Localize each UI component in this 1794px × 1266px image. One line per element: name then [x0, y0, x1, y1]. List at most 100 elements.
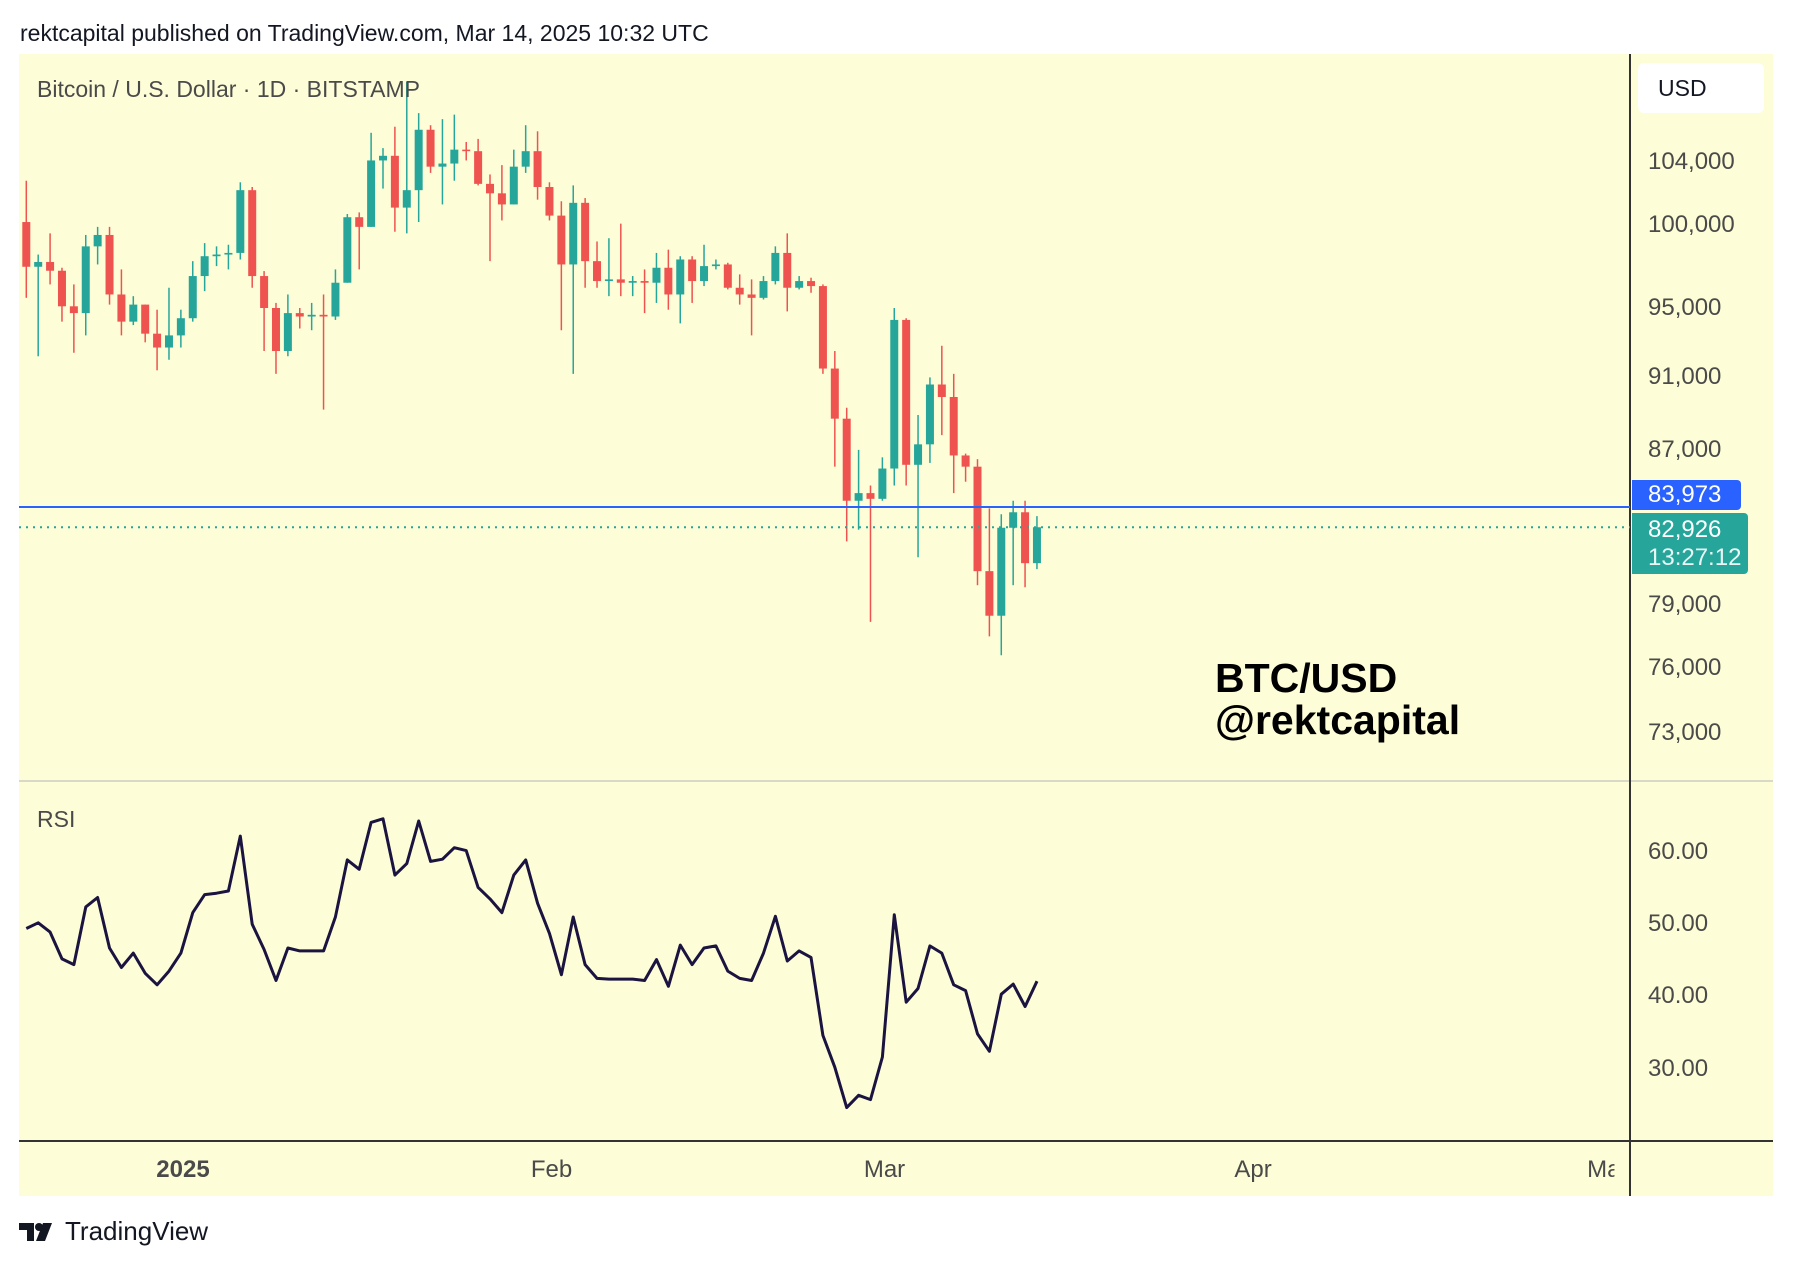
- candle: [402, 81, 411, 234]
- candle: [521, 125, 530, 173]
- candle-body: [462, 149, 471, 152]
- price-tick-label: 91,000: [1648, 363, 1722, 391]
- candle-body: [759, 281, 768, 298]
- candle: [937, 345, 946, 436]
- candle: [628, 276, 637, 297]
- candle-body: [93, 234, 102, 247]
- candle-body: [117, 294, 126, 322]
- candle: [640, 269, 649, 314]
- candle: [723, 262, 732, 290]
- rsi-line: [25, 817, 1039, 1110]
- price-tick-label: 95,000: [1648, 293, 1722, 321]
- candle-body: [379, 155, 387, 161]
- candle: [569, 185, 578, 374]
- candle: [379, 148, 387, 189]
- candle-body: [783, 252, 792, 288]
- candle: [307, 302, 316, 331]
- candle: [200, 243, 209, 292]
- time-tick-label: 2025: [156, 1156, 210, 1183]
- candle-body: [402, 190, 411, 208]
- candle: [973, 459, 982, 586]
- candle: [224, 244, 233, 270]
- candle-body: [367, 160, 376, 227]
- candle-body: [69, 306, 78, 314]
- candle: [343, 214, 352, 283]
- candle: [914, 415, 923, 558]
- candle: [557, 201, 566, 331]
- candle-body: [747, 294, 756, 298]
- candle-body: [295, 313, 304, 317]
- candle-body: [593, 261, 602, 282]
- candle-body: [818, 286, 827, 369]
- candle: [81, 234, 90, 336]
- tradingview-logo[interactable]: TradingView: [19, 1216, 208, 1247]
- price-tick-label: 76,000: [1648, 653, 1722, 681]
- candle: [533, 131, 542, 200]
- candle-body: [973, 466, 982, 572]
- candle: [616, 223, 625, 297]
- candle-body: [224, 252, 233, 255]
- candle-body: [676, 259, 685, 295]
- candle-body: [319, 314, 328, 317]
- tradingview-logo-icon: [19, 1222, 52, 1241]
- candle: [295, 307, 304, 329]
- candle-body: [355, 217, 364, 227]
- rsi-tick-label: 50.00: [1648, 910, 1709, 938]
- candle-body: [985, 571, 994, 616]
- candle: [818, 284, 827, 374]
- candle-body: [628, 281, 637, 283]
- candle: [581, 198, 590, 288]
- time-tick-label: Apr: [1234, 1156, 1272, 1183]
- candle: [700, 244, 709, 287]
- candle-body: [331, 282, 340, 317]
- candle: [1032, 516, 1041, 570]
- candle-body: [557, 215, 566, 265]
- candle-body: [937, 384, 946, 398]
- logo-text: TradingView: [65, 1216, 209, 1246]
- watermark-pair: BTC/USD: [1215, 655, 1398, 701]
- candle-body: [450, 149, 459, 164]
- candle-body: [545, 187, 554, 216]
- last-price: 82,926: [1648, 516, 1722, 543]
- candle-body: [486, 183, 495, 194]
- publish-header: rektcapital published on TradingView.com…: [20, 20, 709, 46]
- candle-body: [807, 281, 816, 287]
- candle: [462, 141, 471, 161]
- candle: [426, 125, 435, 173]
- candle: [141, 304, 150, 343]
- candle-body: [426, 129, 435, 167]
- candle-body: [640, 281, 649, 283]
- candle: [925, 377, 934, 463]
- price-tick-label: 79,000: [1648, 591, 1722, 619]
- candle: [176, 309, 185, 348]
- candle-body: [497, 193, 506, 205]
- candle: [676, 256, 685, 324]
- candle: [795, 276, 804, 290]
- candle-body: [248, 190, 257, 277]
- candle: [747, 279, 756, 336]
- last-price-tag: 82,926 13:27:12: [1632, 513, 1748, 574]
- candle: [283, 294, 292, 357]
- chart-panel[interactable]: [19, 54, 1773, 1196]
- candle: [961, 453, 970, 482]
- watermark-author: @rektcapital: [1215, 697, 1461, 743]
- candle: [985, 508, 994, 637]
- candle: [830, 351, 839, 467]
- candle-body: [414, 129, 423, 191]
- candle-body: [711, 264, 720, 267]
- currency-button[interactable]: USD: [1638, 63, 1764, 113]
- candle-body: [1009, 512, 1018, 528]
- price-tick-label: 104,000: [1648, 148, 1735, 175]
- candle: [34, 254, 43, 357]
- candle-body: [57, 270, 66, 307]
- candle-body: [509, 166, 518, 205]
- candle: [212, 246, 221, 267]
- candle-body: [569, 202, 578, 265]
- candle: [105, 226, 114, 305]
- candle-body: [1021, 512, 1030, 564]
- candle: [69, 284, 78, 353]
- candle-body: [842, 418, 851, 501]
- candle-body: [474, 151, 483, 184]
- bar-countdown: 13:27:12: [1648, 544, 1742, 571]
